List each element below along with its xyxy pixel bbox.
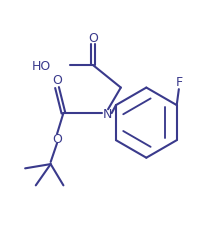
Text: HO: HO	[31, 59, 51, 72]
Text: F: F	[175, 76, 182, 89]
Text: O: O	[88, 32, 98, 45]
Text: O: O	[52, 74, 62, 87]
Text: N: N	[102, 107, 112, 120]
Text: O: O	[52, 133, 62, 145]
